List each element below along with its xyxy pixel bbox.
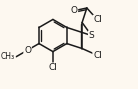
Text: CH₃: CH₃ <box>1 52 15 61</box>
Text: O: O <box>24 46 31 55</box>
Text: Cl: Cl <box>48 63 57 72</box>
Text: O: O <box>70 6 77 15</box>
Text: S: S <box>89 31 94 40</box>
Text: Cl: Cl <box>93 51 102 60</box>
Text: Cl: Cl <box>93 15 102 24</box>
